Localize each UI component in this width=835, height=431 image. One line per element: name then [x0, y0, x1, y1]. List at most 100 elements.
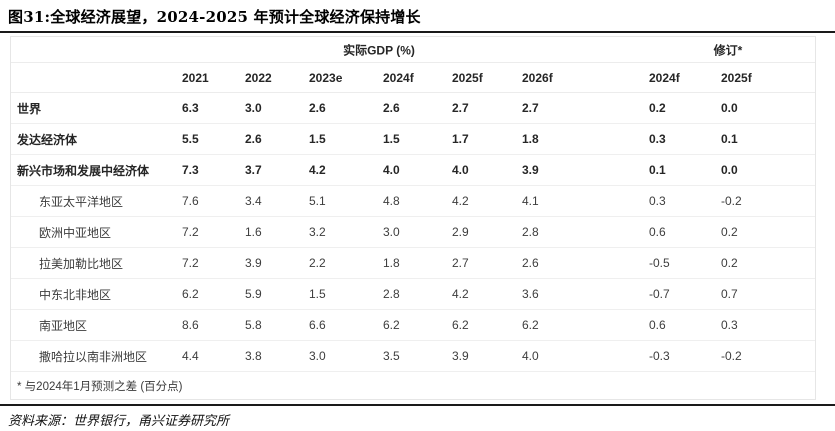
value-cell: 3.9 [452, 349, 469, 363]
value-cell: 6.2 [522, 318, 539, 332]
value-cell: 0.2 [721, 256, 738, 270]
value-cell: 1.5 [383, 132, 400, 146]
value-cell: 4.2 [452, 287, 469, 301]
table-row: 南亚地区 8.6 5.8 6.6 6.2 6.2 6.2 0.6 0.3 [11, 310, 815, 341]
column-header-revision-2024f: 2024f [649, 70, 680, 85]
table-row: 新兴市场和发展中经济体 7.3 3.7 4.2 4.0 4.0 3.9 0.1 0.0 [11, 155, 815, 186]
row-label: 发达经济体 [17, 132, 78, 147]
value-cell: 2.6 [309, 101, 326, 115]
column-header-2021: 2021 [182, 70, 209, 85]
value-cell: 5.5 [182, 132, 199, 146]
column-header-2022: 2022 [245, 70, 272, 85]
value-cell: -0.7 [649, 287, 670, 301]
table-row: 中东北非地区 6.2 5.9 1.5 2.8 4.2 3.6 -0.7 0.7 [11, 279, 815, 310]
value-cell: 0.3 [649, 132, 666, 146]
column-header-2026f: 2026f [522, 70, 553, 85]
value-cell: 2.6 [522, 256, 539, 270]
value-cell: 4.2 [452, 194, 469, 208]
value-cell: 6.2 [182, 287, 199, 301]
value-cell: 6.3 [182, 101, 199, 115]
value-cell: 2.2 [309, 256, 326, 270]
value-cell: 3.0 [245, 101, 262, 115]
value-cell: 0.1 [721, 132, 738, 146]
table-row: 世界 6.3 3.0 2.6 2.6 2.7 2.7 0.2 0.0 [11, 93, 815, 124]
value-cell: 4.2 [309, 163, 326, 177]
row-label: 南亚地区 [39, 318, 88, 333]
value-cell: -0.5 [649, 256, 670, 270]
value-cell: 3.9 [522, 163, 539, 177]
value-cell: 3.0 [383, 225, 400, 239]
value-cell: 2.6 [245, 132, 262, 146]
value-cell: -0.2 [721, 349, 742, 363]
row-label: 世界 [17, 101, 42, 116]
value-cell: 3.7 [245, 163, 262, 177]
value-cell: 2.7 [452, 101, 469, 115]
row-label-cell: 撒哈拉以南非洲地区 [11, 348, 182, 365]
value-cell: 0.2 [649, 101, 666, 115]
value-cell: 2.9 [452, 225, 469, 239]
value-cell: 1.8 [383, 256, 400, 270]
value-cell: 8.6 [182, 318, 199, 332]
table-row: 拉美加勒比地区 7.2 3.9 2.2 1.8 2.7 2.6 -0.5 0.2 [11, 248, 815, 279]
gdp-outlook-table: 实际GDP (%) 修订* 2021 2022 2023e 2024f 2025… [10, 36, 816, 400]
value-cell: 4.8 [383, 194, 400, 208]
value-cell: 4.0 [522, 349, 539, 363]
row-label: 拉美加勒比地区 [39, 256, 124, 271]
value-cell: 2.8 [522, 225, 539, 239]
value-cell: 1.6 [245, 225, 262, 239]
table-row: 撒哈拉以南非洲地区 4.4 3.8 3.0 3.5 3.9 4.0 -0.3 -0.2 [11, 341, 815, 372]
row-label-cell: 发达经济体 [11, 131, 182, 148]
value-cell: 5.8 [245, 318, 262, 332]
value-cell: 0.1 [649, 163, 666, 177]
value-cell: 3.6 [522, 287, 539, 301]
value-cell: 2.7 [522, 101, 539, 115]
value-cell: 0.3 [721, 318, 738, 332]
value-cell: 4.1 [522, 194, 539, 208]
row-label: 东亚太平洋地区 [39, 194, 124, 209]
value-cell: 2.8 [383, 287, 400, 301]
value-cell: 2.6 [383, 101, 400, 115]
value-cell: 1.5 [309, 287, 326, 301]
row-label: 欧洲中亚地区 [39, 225, 112, 240]
column-header-2023e: 2023e [309, 70, 343, 85]
value-cell: 0.0 [721, 163, 738, 177]
column-header-revision-2025f: 2025f [721, 70, 752, 85]
value-cell: 7.2 [182, 225, 199, 239]
value-cell: 4.0 [383, 163, 400, 177]
value-cell: 3.5 [383, 349, 400, 363]
value-cell: 7.2 [182, 256, 199, 270]
row-label: 中东北非地区 [39, 287, 112, 302]
group-header-row: 实际GDP (%) 修订* [11, 37, 815, 63]
value-cell: -0.2 [721, 194, 742, 208]
value-cell: 0.0 [721, 101, 738, 115]
row-label-cell: 欧洲中亚地区 [11, 224, 182, 241]
table-row: 发达经济体 5.5 2.6 1.5 1.5 1.7 1.8 0.3 0.1 [11, 124, 815, 155]
column-header-2025f: 2025f [452, 70, 483, 85]
value-cell: 6.2 [452, 318, 469, 332]
value-cell: 5.9 [245, 287, 262, 301]
value-cell: 3.0 [309, 349, 326, 363]
value-cell: 0.6 [649, 225, 666, 239]
value-cell: 3.9 [245, 256, 262, 270]
row-label-cell: 东亚太平洋地区 [11, 193, 182, 210]
value-cell: 1.8 [522, 132, 539, 146]
value-cell: 3.4 [245, 194, 262, 208]
figure-title: 图31:全球经济展望，2024-2025 年预计全球经济保持增长 [8, 8, 421, 26]
group-header-revision: 修订* [713, 43, 743, 57]
value-cell: 4.4 [182, 349, 199, 363]
value-cell: 1.5 [309, 132, 326, 146]
row-label: 撒哈拉以南非洲地区 [39, 349, 148, 364]
column-header-row: 2021 2022 2023e 2024f 2025f 2026f 2024f … [11, 63, 815, 93]
value-cell: 0.2 [721, 225, 738, 239]
column-header-2024f: 2024f [383, 70, 414, 85]
value-cell: 6.2 [383, 318, 400, 332]
table-body: 世界 6.3 3.0 2.6 2.6 2.7 2.7 0.2 0.0 发达经济体 5.5 2.6… [11, 93, 815, 372]
footnote: * 与2024年1月预测之差 (百分点) [17, 380, 183, 393]
table-row: 欧洲中亚地区 7.2 1.6 3.2 3.0 2.9 2.8 0.6 0.2 [11, 217, 815, 248]
row-label-cell: 世界 [11, 100, 182, 117]
bottom-divider [0, 404, 835, 406]
group-header-real-gdp: 实际GDP (%) [343, 43, 415, 57]
value-cell: 1.7 [452, 132, 469, 146]
value-cell: 7.3 [182, 163, 199, 177]
title-divider [0, 31, 835, 33]
